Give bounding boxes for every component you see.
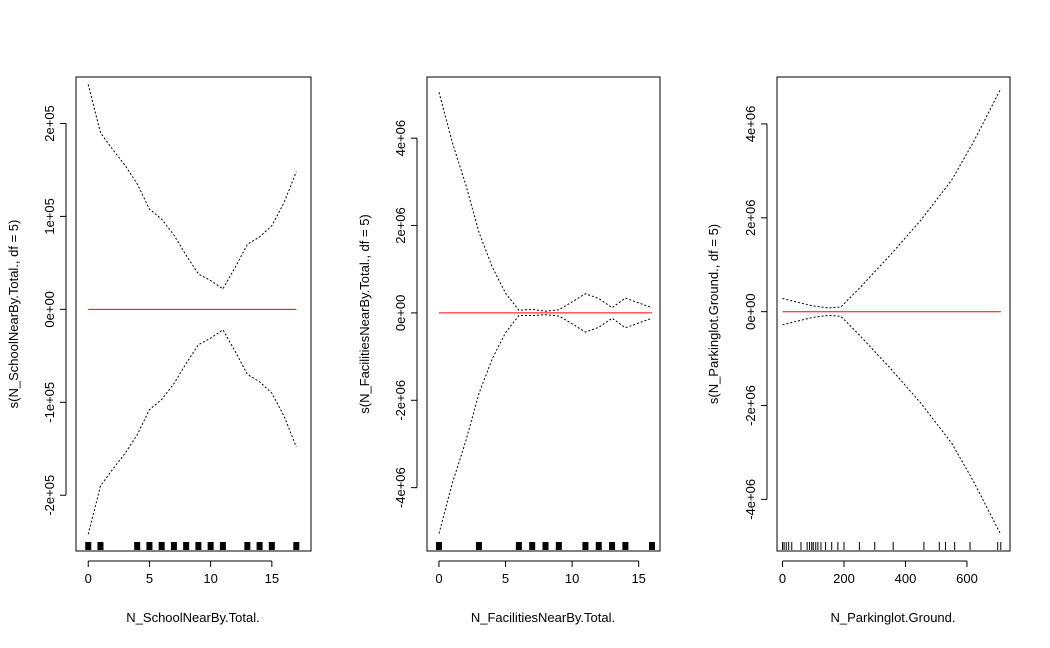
panel-parkinglot: N_Parkinglot.Ground. s(N_Parkinglot.Grou…: [706, 76, 1011, 625]
plot-frame: [426, 76, 661, 552]
x-tick-label: 0: [779, 571, 786, 586]
y-axis-title: s(N_FacilitiesNearBy.Total., df = 5): [357, 214, 372, 414]
y-tick-label: -4e+06: [393, 467, 408, 508]
x-tick-label: 400: [895, 571, 917, 586]
y-tick-label: -2e+05: [42, 475, 57, 516]
y-tick-label: 2e+06: [743, 200, 758, 237]
y-axis-title: s(N_SchoolNearBy.Total., df = 5): [6, 220, 21, 409]
y-tick-label: 2e+06: [393, 207, 408, 244]
x-tick-label: 0: [85, 571, 92, 586]
x-tick-label: 15: [265, 571, 279, 586]
upper-band-line: [438, 92, 653, 312]
panel-facilities: N_FacilitiesNearBy.Total. s(N_Facilities…: [357, 76, 661, 625]
x-tick-label: 200: [833, 571, 855, 586]
y-tick-label: 0e+00: [393, 295, 408, 332]
y-tick-label: 1e+05: [42, 198, 57, 235]
panel-school: N_SchoolNearBy.Total. s(N_SchoolNearBy.T…: [6, 76, 312, 625]
x-tick-label: 10: [565, 571, 579, 586]
y-tick-label: -2e+06: [393, 380, 408, 421]
y-tick-label: 4e+06: [393, 120, 408, 157]
y-tick-label: -1e+05: [42, 382, 57, 423]
y-tick-label: 4e+06: [743, 106, 758, 143]
lower-band-line: [438, 314, 653, 534]
upper-band-line: [782, 88, 1002, 309]
y-tick-label: 2e+05: [42, 105, 57, 142]
y-tick-label: -4e+06: [743, 479, 758, 520]
x-tick-label: 0: [435, 571, 442, 586]
x-tick-label: 5: [146, 571, 153, 586]
y-tick-label: 0e+00: [42, 291, 57, 328]
plot-frame: [776, 76, 1011, 552]
y-axis-title: s(N_Parkinglot.Ground., df = 5): [706, 224, 721, 404]
x-axis-title: N_SchoolNearBy.Total.: [126, 610, 259, 625]
y-tick-label: 0e+00: [743, 293, 758, 330]
x-tick-label: 10: [203, 571, 217, 586]
x-tick-label: 15: [631, 571, 645, 586]
plot-frame: [75, 76, 312, 552]
x-axis-title: N_Parkinglot.Ground.: [830, 610, 955, 625]
lower-band-line: [782, 314, 1002, 535]
x-axis-title: N_FacilitiesNearBy.Total.: [471, 610, 615, 625]
y-tick-label: -2e+06: [743, 385, 758, 426]
x-tick-label: 600: [956, 571, 978, 586]
x-tick-label: 5: [502, 571, 509, 586]
